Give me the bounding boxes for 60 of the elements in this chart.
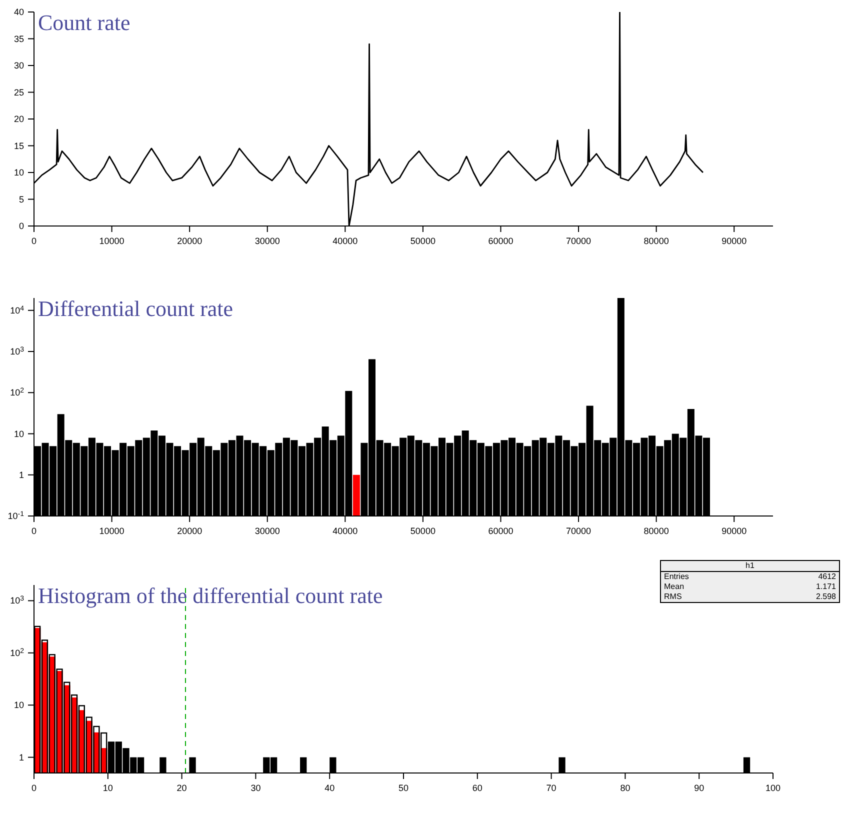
x-tick-label: 70 <box>546 783 556 793</box>
x-tick-label: 90000 <box>722 236 747 246</box>
x-tick-label: 10000 <box>99 236 124 246</box>
x-tick-label: 10000 <box>99 526 124 536</box>
x-tick-label: 30 <box>250 783 261 793</box>
y-tick-label: 10 <box>14 700 24 710</box>
x-tick-label: 80000 <box>644 526 669 536</box>
annotation: RMS <box>664 592 682 602</box>
x-tick-label: 10 <box>102 783 113 793</box>
x-tick-label: 30000 <box>254 526 280 536</box>
x-tick-label: 80000 <box>644 236 669 246</box>
y-tick-label: 25 <box>14 87 24 98</box>
y-tick-label: 35 <box>14 34 24 44</box>
x-tick-label: 60 <box>472 783 482 793</box>
y-tick-label: 10$^{4}$ <box>10 304 24 316</box>
x-tick-label: 70000 <box>566 236 592 246</box>
x-tick-label: 90 <box>694 783 704 793</box>
y-tick-label: 15 <box>14 140 24 151</box>
chart-title: Differential count rate <box>38 296 234 322</box>
x-tick-label: 60000 <box>488 526 514 536</box>
annotation: Mean <box>664 582 684 592</box>
text: 2.598 <box>816 592 836 602</box>
x-tick-label: 70000 <box>566 526 592 536</box>
y-tick-label: 10 <box>14 168 24 178</box>
y-tick-label: 30 <box>14 60 24 70</box>
y-tick-label: 1 <box>18 470 24 480</box>
x-tick-label: 20 <box>176 783 187 793</box>
text: Entries <box>664 572 689 582</box>
x-tick-label: 80 <box>620 783 630 793</box>
x-tick-label: 40 <box>324 783 335 793</box>
text: 4612 <box>818 572 836 582</box>
y-tick-label: 10$^{2}$ <box>10 647 24 658</box>
x-tick-label: 0 <box>31 526 37 536</box>
x-tick-label: 0 <box>31 783 37 793</box>
y-tick-label: 10$^{2}$ <box>10 387 24 398</box>
x-tick-label: 50000 <box>410 236 436 246</box>
text: h1 <box>661 561 839 572</box>
y-tick-label: 10$^{-1}$ <box>8 510 24 521</box>
x-tick-label: 100 <box>765 783 781 793</box>
y-tick-label: 10$^{3}$ <box>10 595 24 606</box>
x-tick-label: 40000 <box>332 236 358 246</box>
y-tick-label: 20 <box>14 114 24 124</box>
x-tick-label: 0 <box>31 236 37 246</box>
y-tick-label: 10 <box>14 428 24 439</box>
x-tick-label: 20000 <box>177 236 202 246</box>
x-tick-label: 20000 <box>177 526 202 536</box>
text: 1.171 <box>816 582 836 592</box>
y-tick-label: 5 <box>18 194 24 204</box>
x-tick-label: 60000 <box>488 236 514 246</box>
x-tick-label: 50000 <box>410 526 436 536</box>
y-tick-label: 0 <box>18 221 24 231</box>
x-tick-label: 40000 <box>332 526 358 536</box>
x-tick-label: 50 <box>398 783 409 793</box>
chart-title: Count rate <box>38 10 130 36</box>
y-tick-label: 40 <box>14 7 24 17</box>
x-tick-label: 30000 <box>254 236 280 246</box>
x-tick-label: 90000 <box>722 526 747 536</box>
y-tick-label: 10$^{3}$ <box>10 346 24 357</box>
y-tick-label: 1 <box>18 752 24 762</box>
chart-title: Histogram of the differential count rate <box>38 583 383 609</box>
